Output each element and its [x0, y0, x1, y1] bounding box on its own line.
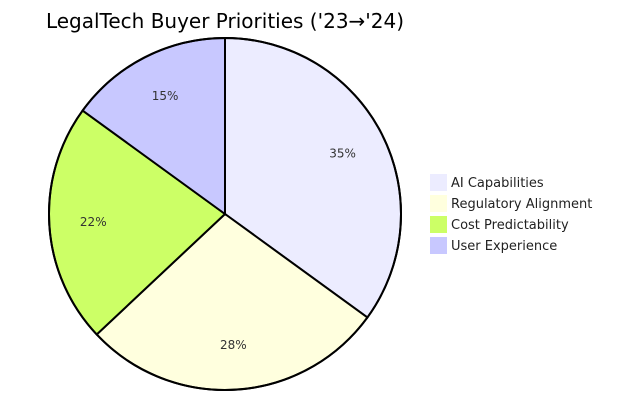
- legend-label: Regulatory Alignment: [451, 197, 592, 212]
- slice-percent-label: 35%: [329, 147, 356, 161]
- legend-swatch: [430, 195, 447, 212]
- chart-title: LegalTech Buyer Priorities ('23→'24): [46, 9, 404, 33]
- legend-label: AI Capabilities: [451, 176, 544, 191]
- slice-percent-label: 28%: [220, 338, 247, 352]
- slice-percent-label: 22%: [80, 215, 107, 229]
- slice-labels: 35% 28% 22% 15%: [80, 89, 356, 352]
- pie-outline: [48, 37, 402, 391]
- slice-percent-label: 15%: [152, 89, 179, 103]
- legend: AI Capabilities Regulatory Alignment Cost …: [430, 174, 592, 254]
- pie-slices: [48, 36, 402, 391]
- legend-label: Cost Predictability: [451, 218, 569, 233]
- legend-swatch: [430, 174, 447, 191]
- legend-swatch: [430, 237, 447, 254]
- legend-label: User Experience: [451, 239, 557, 254]
- legend-swatch: [430, 216, 447, 233]
